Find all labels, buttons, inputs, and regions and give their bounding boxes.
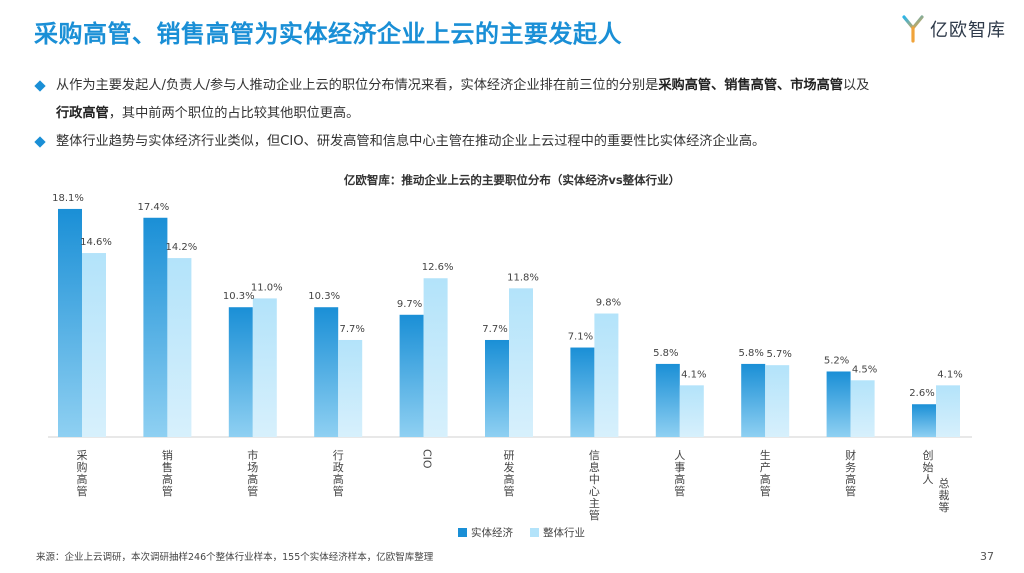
legend-swatch <box>530 528 539 537</box>
data-label: 4.5% <box>852 364 877 375</box>
data-label: 9.8% <box>596 298 621 309</box>
data-label: 14.2% <box>166 242 198 253</box>
data-label: 5.7% <box>766 349 791 360</box>
data-label: 14.6% <box>80 237 112 248</box>
brand-logo: 亿欧智库 <box>902 14 1006 44</box>
category-label: 总裁等 <box>939 476 950 514</box>
data-label: 7.7% <box>339 324 364 335</box>
legend-swatch <box>458 528 467 537</box>
bar-zhengti-3 <box>338 339 363 437</box>
bar-shiti-1 <box>143 217 168 437</box>
category-label: 创始人 <box>923 449 934 486</box>
data-label: 17.4% <box>138 202 170 213</box>
category-label: CIO <box>421 449 434 469</box>
category-label: 研发高管 <box>504 449 515 498</box>
category-label: 市场高管 <box>247 448 258 498</box>
data-label: 7.7% <box>482 324 507 335</box>
data-label: 5.8% <box>738 348 763 359</box>
category-label: 销售高管 <box>162 448 173 498</box>
data-label: 11.8% <box>507 272 539 283</box>
bar-shiti-10 <box>912 404 936 437</box>
bar-zhengti-9 <box>850 380 875 437</box>
bar-zhengti-7 <box>679 385 704 437</box>
yiou-logo-icon <box>902 15 924 43</box>
bar-zhengti-4 <box>423 278 448 437</box>
page-number: 37 <box>980 550 994 563</box>
logo-text: 亿欧智库 <box>930 20 1006 41</box>
legend-label: 实体经济 <box>471 526 513 539</box>
data-label: 18.1% <box>52 193 84 204</box>
chart-title: 亿欧智库：推动企业上云的主要职位分布（实体经济vs整体行业） <box>343 173 681 187</box>
data-label: 11.0% <box>251 282 283 293</box>
category-label: 信息中心主管 <box>589 449 600 522</box>
data-label: 10.3% <box>223 291 255 302</box>
bar-zhengti-6 <box>594 313 619 437</box>
bar-shiti-3 <box>314 307 339 437</box>
category-label: 财务高管 <box>845 448 856 498</box>
bar-shiti-2 <box>228 307 253 437</box>
data-label: 4.1% <box>937 369 962 380</box>
bullet-item: 从作为主要发起人/负责人/参与人推动企业上云的职位分布情况来看，实体经济企业排在… <box>34 72 994 128</box>
bar-shiti-4 <box>399 314 424 437</box>
bar-shiti-9 <box>826 371 851 437</box>
bullet-item: 整体行业趋势与实体经济行业类似，但CIO、研发高管和信息中心主管在推动企业上云过… <box>34 128 994 156</box>
bar-zhengti-2 <box>252 298 277 437</box>
category-label: 人事高管 <box>674 449 685 498</box>
data-label: 12.6% <box>422 262 454 273</box>
data-label: 5.8% <box>653 348 678 359</box>
category-label: 生产高管 <box>760 448 771 498</box>
category-label: 行政高管 <box>333 449 344 498</box>
bar-zhengti-8 <box>765 365 790 437</box>
data-label: 2.6% <box>909 388 934 399</box>
summary-bullets: 从作为主要发起人/负责人/参与人推动企业上云的职位分布情况来看，实体经济企业排在… <box>34 72 994 156</box>
bar-zhengti-5 <box>509 288 533 437</box>
data-label: 9.7% <box>397 299 422 310</box>
bar-shiti-5 <box>485 339 509 437</box>
data-label: 4.1% <box>681 369 706 380</box>
data-label: 10.3% <box>308 291 340 302</box>
category-label: 采购高管 <box>77 449 88 498</box>
bar-shiti-6 <box>570 347 595 437</box>
page-title: 采购高管、销售高管为实体经济企业上云的主要发起人 <box>34 20 622 48</box>
bar-shiti-8 <box>741 363 766 437</box>
bullet-text: 从作为主要发起人/负责人/参与人推动企业上云的职位分布情况来看，实体经济企业排在… <box>56 78 870 121</box>
bullet-text: 整体行业趋势与实体经济行业类似，但CIO、研发高管和信息中心主管在推动企业上云过… <box>56 134 766 149</box>
data-label: 7.1% <box>568 332 593 343</box>
source-note: 来源：企业上云调研，本次调研抽样246个整体行业样本，155个实体经济样本，亿欧… <box>36 552 434 563</box>
bar-zhengti-0 <box>82 253 106 437</box>
data-label: 5.2% <box>824 355 849 366</box>
legend-label: 整体行业 <box>543 526 585 539</box>
bar-zhengti-10 <box>936 385 960 437</box>
bar-zhengti-1 <box>167 258 192 437</box>
bar-shiti-7 <box>655 363 680 437</box>
bar-shiti-0 <box>58 208 82 437</box>
